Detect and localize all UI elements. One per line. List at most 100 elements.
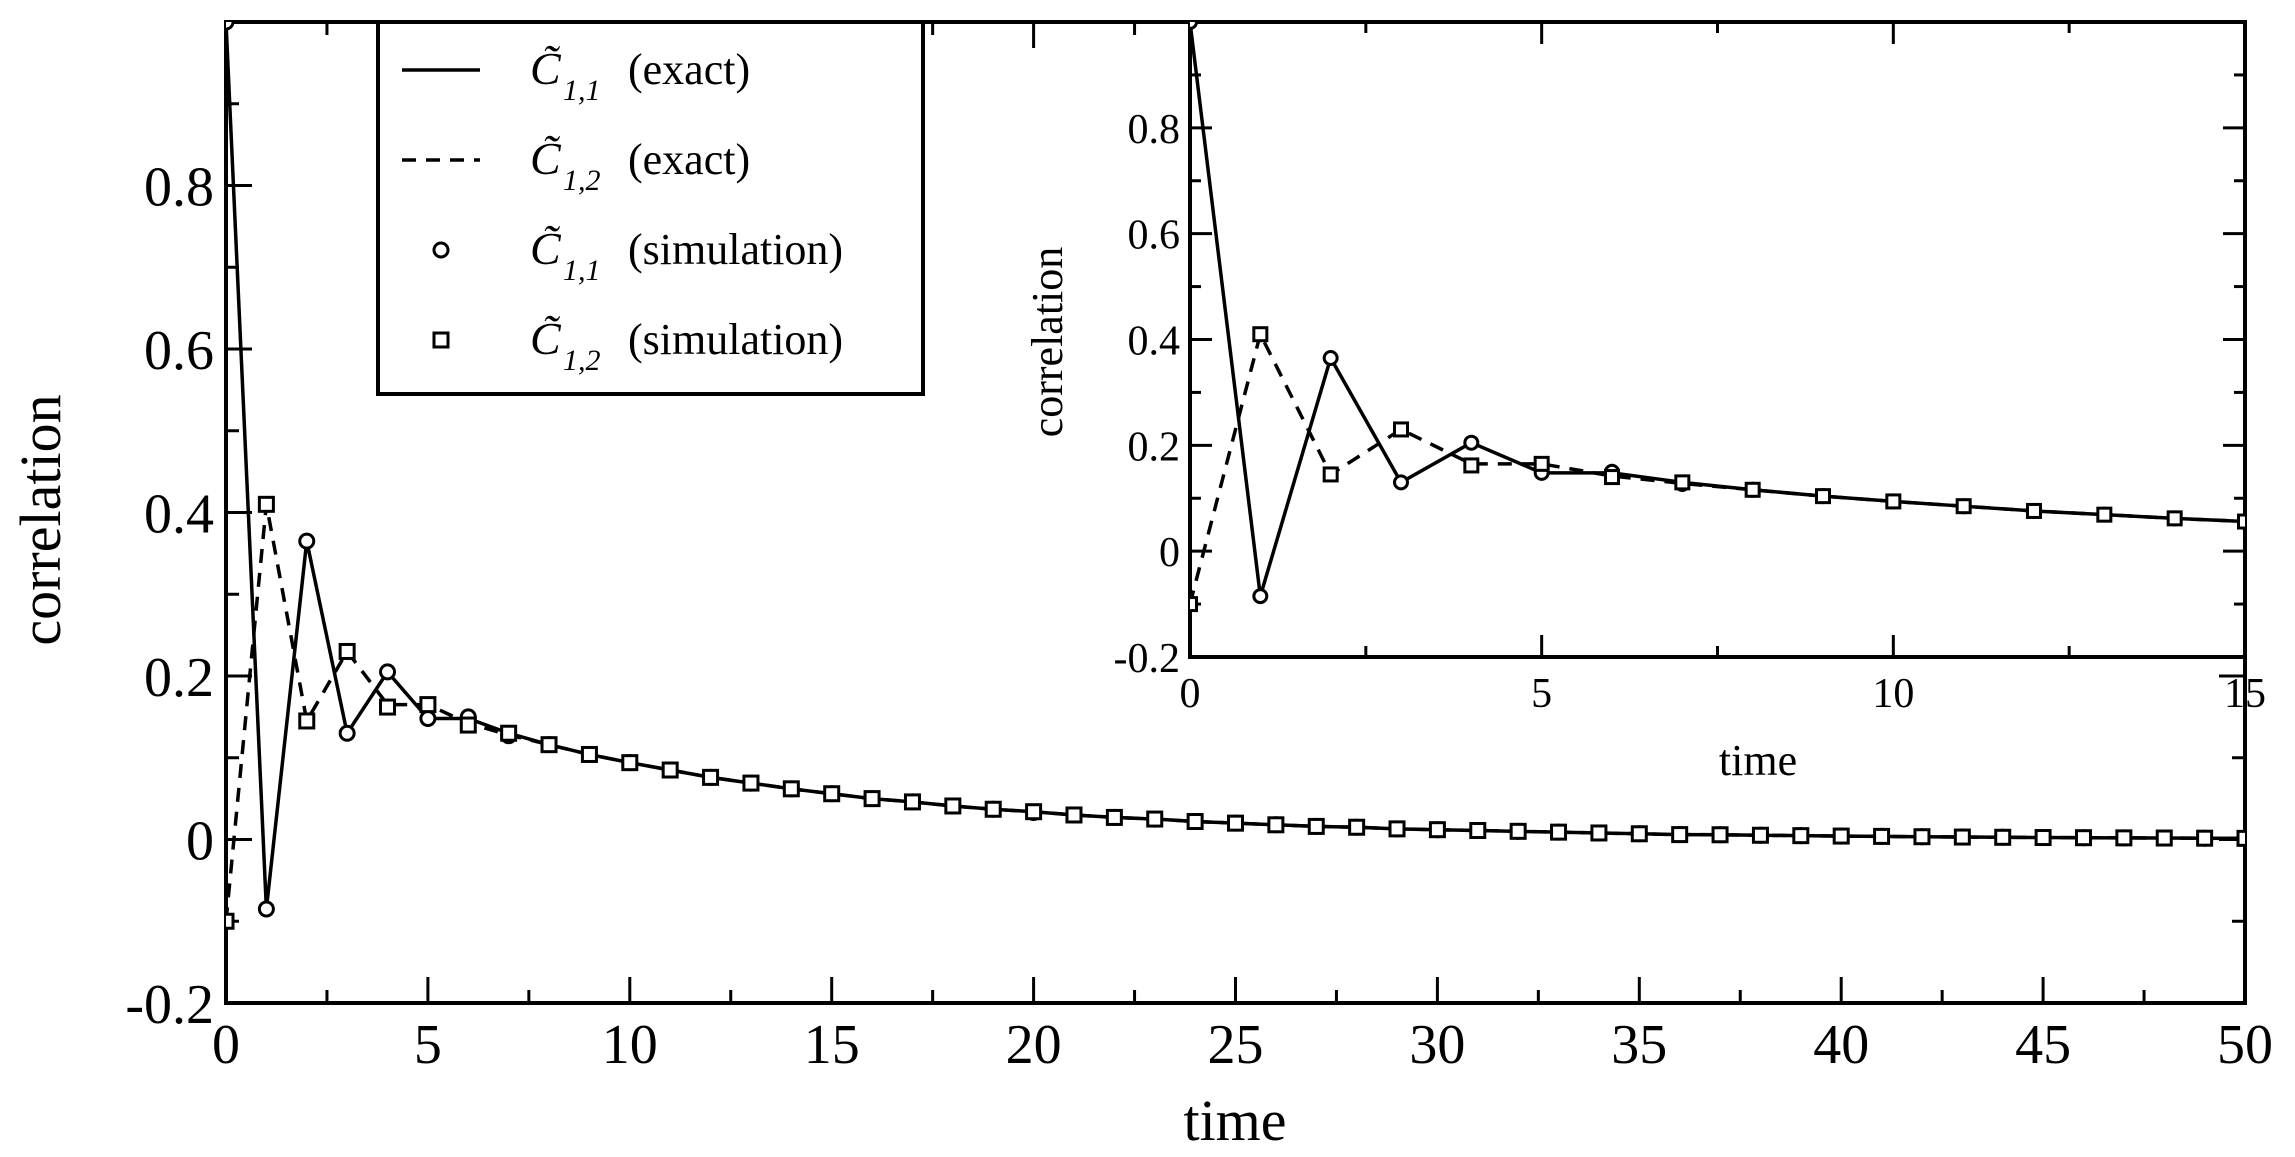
main-x-tick-label: 0: [212, 1014, 240, 1076]
main-x-tick-label: 20: [1006, 1014, 1062, 1076]
main-c12-sim-point: [1913, 828, 1931, 846]
main-x-tick-label: 45: [2015, 1014, 2071, 1076]
inset-c12-sim-point: [1322, 466, 1339, 483]
main-x-tick-label: 25: [1208, 1014, 1264, 1076]
main-c11-sim-point: [226, 22, 235, 31]
main-c12-sim-point: [1105, 808, 1123, 826]
main-c12-sim-point: [500, 724, 518, 742]
main-x-tick-label: 10: [602, 1014, 658, 1076]
main-c12-sim-point: [1671, 826, 1689, 844]
main-x-axis-label: time: [1183, 1088, 1286, 1153]
inset-plot-area: [1190, 22, 2245, 613]
legend-subscript: 1,1: [563, 254, 601, 287]
main-x-tick-label: 30: [1409, 1014, 1465, 1076]
inset-x-tick-label: 0: [1180, 671, 1201, 717]
main-c12-sim-point: [379, 698, 397, 716]
inset-c12-sim-point: [2237, 513, 2245, 530]
main-x-tick-label: 15: [804, 1014, 860, 1076]
main-c11-sim-point: [338, 724, 356, 742]
main-x-tick-label: 5: [414, 1014, 442, 1076]
legend: C̃ 1,1 (exact)C̃ 1,2 (exact)C̃ 1,1 (simulation…: [376, 20, 925, 396]
inset-c11-sim-point: [1190, 22, 1198, 30]
legend-subscript: 1,1: [563, 74, 601, 107]
main-c12-sim-point: [1146, 810, 1164, 828]
main-c12-sim-point: [338, 642, 356, 660]
main-c12-sim-point: [226, 912, 235, 930]
main-y-tick-label: 0.6: [144, 320, 214, 382]
main-c12-sim-point: [2074, 829, 2092, 847]
main-c12-sim-point: [257, 495, 275, 513]
legend-subscript: 1,2: [563, 164, 601, 197]
inset-y-tick-label: 0.8: [1128, 107, 1181, 153]
main-c12-sim-point: [1751, 826, 1769, 844]
inset-c11-sim-point: [1463, 434, 1480, 451]
main-c12-sim-point: [459, 716, 477, 734]
inset-y-axis-label: correlation: [1023, 247, 1072, 438]
legend-label: (simulation): [628, 225, 843, 274]
main-c12-sim-point: [419, 696, 437, 714]
main-c12-sim-point: [2115, 829, 2133, 847]
main-c12-sim-point: [2034, 829, 2052, 847]
legend-label: (exact): [628, 45, 750, 94]
inset-c12-sim-point: [1674, 474, 1691, 491]
main-c12-sim-point: [1348, 818, 1366, 836]
main-c12-sim-point: [2155, 829, 2173, 847]
main-y-tick-label: 0.4: [144, 484, 214, 546]
main-chart: 0 5 10 15 20 25 30 35 40 45 50-0.200.20.40.60.8tim…: [8, 20, 2273, 1153]
inset-c12-sim-point: [1744, 481, 1761, 498]
inset-y-tick-label: 0.4: [1128, 319, 1181, 365]
main-c12-sim-point: [863, 790, 881, 808]
legend-symbol: C̃: [530, 223, 562, 274]
inset-series-c12-exact-line: [1190, 332, 2245, 605]
inset-c12-sim-point: [1190, 596, 1198, 613]
inset-x-axis-label: time: [1719, 736, 1797, 785]
inset-c12-sim-point: [2166, 510, 2183, 527]
main-c12-sim-point: [1873, 827, 1891, 845]
inset-c12-sim-point: [1885, 493, 1902, 510]
main-c11-sim-point: [419, 710, 437, 728]
main-c12-sim-point: [984, 800, 1002, 818]
main-c12-sim-point: [2196, 829, 2214, 847]
main-c12-sim-point: [1227, 814, 1244, 832]
main-c12-sim-point: [1065, 806, 1083, 824]
main-c12-sim-point: [1630, 825, 1648, 843]
main-c12-sim-point: [1428, 821, 1446, 839]
inset-plot-frame: [1188, 20, 2247, 659]
main-c11-sim-point: [257, 900, 275, 918]
inset-y-tick-label: 0: [1159, 530, 1180, 576]
main-c12-sim-point: [742, 774, 760, 792]
main-c11-sim-point: [298, 532, 316, 550]
legend-symbol: C̃: [530, 43, 562, 94]
legend-symbol: C̃: [530, 133, 562, 184]
main-c12-sim-point: [903, 793, 921, 811]
main-c12-sim-point: [1953, 828, 1971, 846]
main-c12-sim-point: [702, 768, 720, 786]
main-x-tick-label: 35: [1611, 1014, 1667, 1076]
legend-box: [376, 20, 925, 396]
main-c12-sim-point: [1388, 820, 1406, 838]
main-c12-sim-point: [782, 780, 800, 798]
main-c12-sim-point: [540, 736, 558, 754]
main-c12-sim-point: [1550, 823, 1568, 841]
inset-c12-sim-point: [2096, 506, 2113, 523]
main-c12-sim-point: [1590, 824, 1608, 842]
inset-y-tick-label: 0.2: [1128, 424, 1181, 470]
main-c12-sim-point: [1469, 822, 1487, 840]
legend-symbol: C̃: [530, 313, 562, 364]
inset-c11-sim-point: [1252, 588, 1269, 605]
inset-x-tick-label: 15: [2224, 671, 2266, 717]
legend-label: (exact): [628, 135, 750, 184]
main-c12-sim-point: [298, 712, 316, 730]
inset-c12-sim-point: [1252, 326, 1269, 343]
main-y-tick-label: 0.2: [144, 647, 214, 709]
main-c12-sim-point: [1832, 827, 1850, 845]
main-c12-sim-point: [944, 797, 962, 815]
inset-c11-sim-point: [1393, 474, 1409, 491]
legend-circle-icon: [432, 241, 450, 259]
inset-c12-sim-point: [1604, 469, 1620, 486]
inset-y-tick-label: -0.2: [1114, 636, 1181, 682]
inset-c11-sim-point: [1322, 350, 1339, 367]
main-c12-sim-point: [580, 745, 598, 763]
main-c12-sim-point: [1509, 822, 1527, 840]
